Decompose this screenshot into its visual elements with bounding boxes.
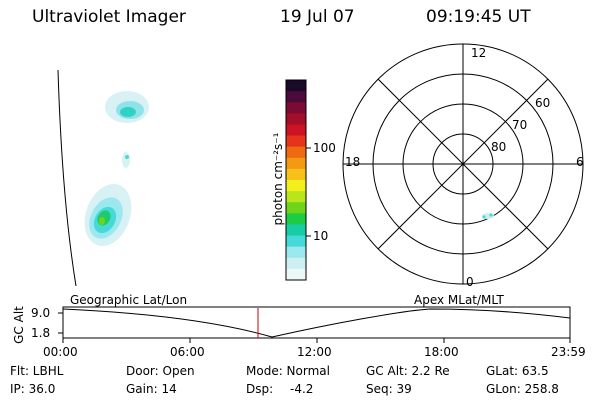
lat-label-80: 80 (491, 140, 507, 154)
timeline-xtick-1200: 12:00 (297, 345, 332, 359)
timeline-xtick-2359: 23:59 (551, 345, 586, 359)
colorbar-swatch (286, 146, 306, 159)
lat-label-60: 60 (535, 96, 551, 110)
colorbar-swatch (286, 157, 306, 170)
timeline-ytick-9: 9.0 (31, 306, 51, 320)
info-glat: GLat: 63.5 (486, 364, 549, 378)
info-ip: IP: 36.0 (10, 382, 56, 396)
info-filter: Flt: LBHL (10, 364, 64, 378)
timeline-geo-title: Geographic Lat/Lon (70, 293, 188, 307)
timeline-xtick-0000: 00:00 (43, 345, 78, 359)
lat-label-70: 70 (512, 118, 528, 132)
time-label: 09:19:45 UT (426, 7, 531, 27)
colorbar-swatch (286, 235, 306, 248)
info-dsp-label: Dsp: (246, 382, 274, 396)
colorbar-swatch (286, 224, 306, 237)
altitude-curve (62, 308, 571, 338)
info-gc-alt: GC Alt: 2.2 Re (366, 364, 450, 378)
timeline-axis-label: GC Alt (12, 306, 26, 344)
colorbar-swatch (286, 257, 306, 270)
aurora-image (84, 91, 149, 246)
mlt-label-18: 18 (345, 155, 361, 169)
date-label: 19 Jul 07 (280, 7, 355, 27)
earth-limb (57, 69, 77, 287)
timeline-xtick-1800: 18:00 (424, 345, 459, 359)
info-door: Door: Open (126, 364, 195, 378)
colorbar-swatch (286, 246, 306, 259)
colorbar-swatch (286, 91, 306, 103)
colorbar (285, 79, 307, 281)
colorbar-swatch (286, 191, 306, 203)
polar-plot (342, 43, 584, 285)
colorbar-swatch (286, 268, 306, 281)
instrument-title: Ultraviolet Imager (32, 7, 186, 27)
colorbar-tick-100: 100 (313, 141, 336, 155)
info-glon: GLon: 258.8 (486, 382, 559, 396)
colorbar-swatch (286, 113, 306, 125)
colorbar-units-label: photon cm⁻²s⁻¹ (271, 132, 285, 226)
timeline-ytick-1-8: 1.8 (31, 326, 51, 340)
mlt-label-6: 6 (576, 155, 584, 169)
colorbar-swatch (286, 168, 306, 181)
colorbar-swatch (286, 124, 306, 137)
mlt-label-12: 12 (471, 46, 487, 60)
polar-aurora (482, 213, 494, 219)
colorbar-swatch (286, 135, 306, 148)
info-gain: Gain: 14 (126, 382, 177, 396)
timeline-xtick-0600: 06:00 (170, 345, 205, 359)
timeline-apex-title: Apex MLat/MLT (414, 293, 504, 307)
mlt-label-0: 0 (466, 275, 474, 289)
colorbar-swatch (286, 80, 306, 92)
info-seq: Seq: 39 (366, 382, 412, 396)
info-dsp-value: -4.2 (290, 382, 314, 396)
timeline-axes (58, 306, 571, 343)
colorbar-swatch (286, 213, 306, 225)
info-mode: Mode: Normal (246, 364, 330, 378)
colorbar-swatch (286, 102, 306, 114)
colorbar-swatch (286, 180, 306, 192)
colorbar-tick-10: 10 (313, 229, 329, 243)
colorbar-swatch (286, 202, 306, 214)
